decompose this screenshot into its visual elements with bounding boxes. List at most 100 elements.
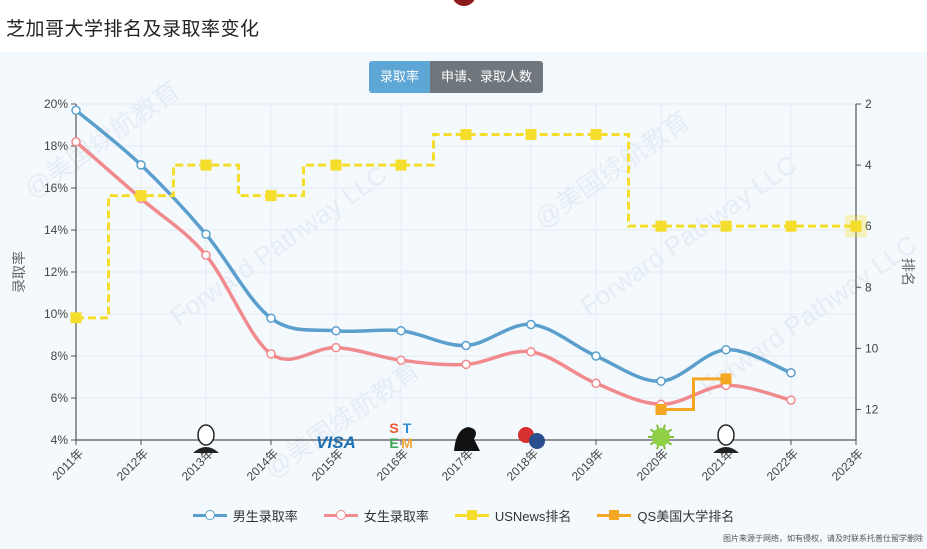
left-tick-label: 12% xyxy=(44,265,68,279)
right-tick-label: 12 xyxy=(865,402,879,416)
right-axis-title: 排名 xyxy=(900,258,916,286)
usnews-rank-point xyxy=(70,312,82,324)
x-tick-label: 2017年 xyxy=(439,446,476,483)
male-rate-line xyxy=(74,108,793,383)
usnews-rank-point xyxy=(265,190,277,202)
female-rate-line xyxy=(74,140,793,407)
legend-male-swatch-icon xyxy=(192,508,227,522)
trade-war-icon-second xyxy=(529,433,545,449)
legend-qs-swatch-icon xyxy=(597,508,632,522)
female-rate-point xyxy=(266,349,276,359)
left-tick-label: 20% xyxy=(44,97,68,111)
visa-icon: VISA xyxy=(316,433,356,452)
chart-legend: 男生录取率 女生录取率 USNews排名 QS美国大学排名 xyxy=(0,504,927,526)
qs-rank-point xyxy=(655,403,667,415)
left-tick-label: 18% xyxy=(44,139,68,153)
left-tick-label: 16% xyxy=(44,181,68,195)
obama-portrait-icon xyxy=(197,424,215,446)
left-tick-label: 6% xyxy=(51,391,69,405)
left-tick-label: 8% xyxy=(51,349,69,363)
legend-female-swatch-icon xyxy=(323,508,358,522)
biden-portrait-icon-shoulders xyxy=(713,447,739,453)
x-tick-label: 2022年 xyxy=(764,446,801,483)
female-rate-point xyxy=(591,378,601,389)
right-tick-label: 2 xyxy=(865,97,872,111)
right-tick-label: 4 xyxy=(865,158,872,172)
left-axis-title: 录取率 xyxy=(11,251,27,293)
usnews-rank-point xyxy=(850,220,862,232)
legend-label: 女生录取率 xyxy=(363,508,429,524)
stem-icon-letter: E xyxy=(389,435,398,451)
usnews-rank-point xyxy=(460,129,472,141)
male-rate-point xyxy=(396,326,406,336)
university-logo-badge xyxy=(452,0,476,6)
usnews-rank-point xyxy=(330,159,342,171)
male-rate-point xyxy=(136,160,146,170)
legend-item-male[interactable]: 男生录取率 xyxy=(192,506,298,525)
left-tick-label: 14% xyxy=(44,223,68,237)
usnews-rank-point xyxy=(395,159,407,171)
legend-item-qs[interactable]: QS美国大学排名 xyxy=(597,506,734,525)
male-rate-point xyxy=(591,351,601,361)
right-tick-label: 10 xyxy=(865,341,879,355)
image-source-note: 图片来源于网络，如有侵权，请及时联系托普仕留学删除 xyxy=(723,534,923,543)
right-tick-label: 8 xyxy=(865,280,872,294)
x-tick-label: 2014年 xyxy=(244,446,281,483)
left-tick-label: 10% xyxy=(44,307,68,321)
female-rate-point xyxy=(396,355,406,365)
stem-icon-letter: M xyxy=(401,435,413,451)
covid-virus-icon xyxy=(648,424,674,450)
usnews-rank-point xyxy=(590,129,602,141)
male-rate-point xyxy=(71,105,81,116)
x-tick-label: 2020年 xyxy=(634,446,671,483)
biden-portrait-icon xyxy=(717,424,735,446)
usnews-rank-point xyxy=(135,190,147,202)
qs-rank-point xyxy=(720,373,732,385)
page-title: 芝加哥大学排名及录取率变化 xyxy=(6,19,260,40)
x-tick-label: 2018年 xyxy=(504,446,541,483)
usnews-rank-point xyxy=(720,220,732,232)
view-tabs: 录取率 申请、录取人数 xyxy=(369,61,544,93)
female-rate-point xyxy=(461,359,471,370)
trump-silhouette-icon xyxy=(454,427,480,451)
left-tick-label: 4% xyxy=(51,433,69,447)
female-rate-point xyxy=(201,250,211,260)
female-rate-point xyxy=(331,342,341,353)
usnews-rank-line xyxy=(76,133,856,320)
male-rate-point xyxy=(461,340,471,351)
qs-rank-line xyxy=(661,377,726,411)
legend-usnews-swatch-icon xyxy=(454,508,489,522)
male-rate-point xyxy=(656,376,666,386)
stem-icon-letter: T xyxy=(403,420,412,436)
x-tick-label: 2023年 xyxy=(829,446,866,483)
female-rate-point xyxy=(71,137,81,147)
male-rate-point xyxy=(786,368,796,378)
usnews-rank-highlight xyxy=(845,215,867,238)
usnews-rank-point xyxy=(655,220,667,232)
tab-applications-admits[interactable]: 申请、录取人数 xyxy=(430,61,544,93)
legend-item-female[interactable]: 女生录取率 xyxy=(323,506,429,525)
legend-item-usnews[interactable]: USNews排名 xyxy=(454,506,572,525)
male-rate-point xyxy=(201,229,211,239)
right-tick-label: 6 xyxy=(865,219,872,233)
male-rate-point xyxy=(266,313,276,323)
x-tick-label: 2016年 xyxy=(374,446,411,483)
obama-portrait-icon-shoulders xyxy=(193,447,219,453)
usnews-rank-point xyxy=(200,159,212,171)
male-rate-point xyxy=(721,344,731,355)
female-rate-point xyxy=(786,395,796,405)
legend-label: USNews排名 xyxy=(494,508,572,524)
x-tick-label: 2011年 xyxy=(49,446,86,483)
male-rate-point xyxy=(526,319,536,330)
x-tick-label: 2019年 xyxy=(569,446,606,483)
legend-label: 男生录取率 xyxy=(232,508,298,524)
stem-icon-letter: S xyxy=(389,420,398,436)
usnews-rank-point xyxy=(785,220,797,232)
x-tick-label: 2012年 xyxy=(114,446,151,483)
tab-admission-rate[interactable]: 录取率 xyxy=(369,61,431,93)
usnews-rank-point xyxy=(525,129,537,141)
legend-label: QS美国大学排名 xyxy=(637,508,735,524)
male-rate-point xyxy=(331,326,341,336)
female-rate-point xyxy=(526,347,536,357)
